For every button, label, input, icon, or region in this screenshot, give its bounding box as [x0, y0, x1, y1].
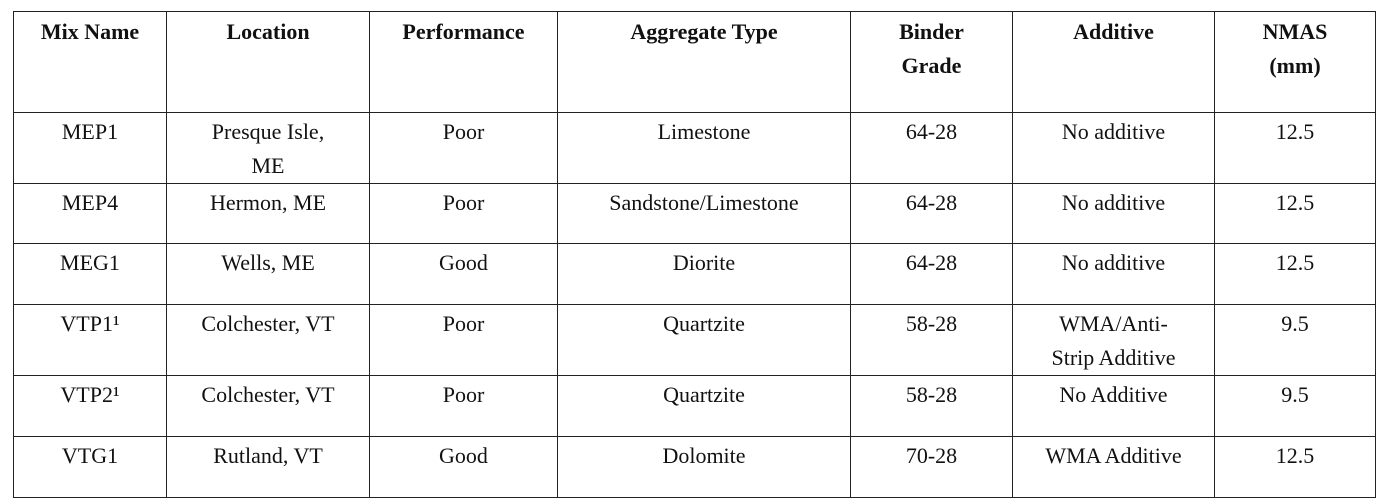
table-cell: 12.5	[1214, 183, 1376, 244]
table-row: VTG1 Rutland, VT Good Dolomite 70-28 WMA Addi…	[13, 436, 1376, 498]
table-cell: Dolomite	[557, 436, 851, 498]
table-cell: 58-28	[850, 304, 1013, 376]
table-cell: Poor	[369, 304, 558, 376]
table-cell: 64-28	[850, 183, 1013, 244]
table-cell: Wells, ME	[166, 243, 370, 305]
table-body: MEP1 Presque Isle, ME Poor Limestone 64-28 No…	[13, 112, 1376, 498]
table-cell: Limestone	[557, 112, 851, 184]
table-cell: MEG1	[13, 243, 167, 305]
table-cell: Diorite	[557, 243, 851, 305]
header-cell: NMAS (mm)	[1214, 11, 1376, 113]
table-cell: No additive	[1012, 112, 1215, 184]
table-cell: 64-28	[850, 112, 1013, 184]
header-cell: Location	[166, 11, 370, 113]
table-cell: Sandstone/Limestone	[557, 183, 851, 244]
table-cell: Hermon, ME	[166, 183, 370, 244]
table-cell: 12.5	[1214, 243, 1376, 305]
header-cell: Additive	[1012, 11, 1215, 113]
table-cell: WMA Additive	[1012, 436, 1215, 498]
table-cell: 12.5	[1214, 436, 1376, 498]
table-cell: VTP2¹	[13, 375, 167, 437]
table-cell: Poor	[369, 183, 558, 244]
table-cell: MEP1	[13, 112, 167, 184]
table-cell: No Additive	[1012, 375, 1215, 437]
table-cell: 9.5	[1214, 375, 1376, 437]
table-cell: No additive	[1012, 243, 1215, 305]
table-cell: Quartzite	[557, 304, 851, 376]
header-cell: Aggregate Type	[557, 11, 851, 113]
table-cell: Rutland, VT	[166, 436, 370, 498]
table-cell: 64-28	[850, 243, 1013, 305]
table-row: MEP4 Hermon, ME Poor Sandstone/Limestone 64-…	[13, 183, 1376, 244]
table-row: VTP2¹ Colchester, VT Poor Quartzite 58-28 No …	[13, 375, 1376, 437]
table-row: VTP1¹ Colchester, VT Poor Quartzite 58-28 WMA…	[13, 304, 1376, 376]
table-cell: VTP1¹	[13, 304, 167, 376]
table-cell: Colchester, VT	[166, 304, 370, 376]
table-cell: VTG1	[13, 436, 167, 498]
table-cell: 70-28	[850, 436, 1013, 498]
table-cell: No additive	[1012, 183, 1215, 244]
header-cell: Performance	[369, 11, 558, 113]
data-table: Mix Name Location Performance Aggregate Typ…	[13, 11, 1376, 498]
table-cell: Presque Isle, ME	[166, 112, 370, 184]
table-row: MEP1 Presque Isle, ME Poor Limestone 64-28 No…	[13, 112, 1376, 184]
header-cell: Binder Grade	[850, 11, 1013, 113]
table-cell: Colchester, VT	[166, 375, 370, 437]
header-row: Mix Name Location Performance Aggregate Typ…	[13, 11, 1376, 113]
table-cell: 58-28	[850, 375, 1013, 437]
table-cell: Poor	[369, 112, 558, 184]
table-cell: Quartzite	[557, 375, 851, 437]
table-cell: Poor	[369, 375, 558, 437]
table-cell: 9.5	[1214, 304, 1376, 376]
table-row: MEG1 Wells, ME Good Diorite 64-28 No additive…	[13, 243, 1376, 305]
table-cell: WMA/Anti- Strip Additive	[1012, 304, 1215, 376]
table-cell: Good	[369, 243, 558, 305]
table-cell: Good	[369, 436, 558, 498]
header-cell: Mix Name	[13, 11, 167, 113]
table-cell: 12.5	[1214, 112, 1376, 184]
table-cell: MEP4	[13, 183, 167, 244]
